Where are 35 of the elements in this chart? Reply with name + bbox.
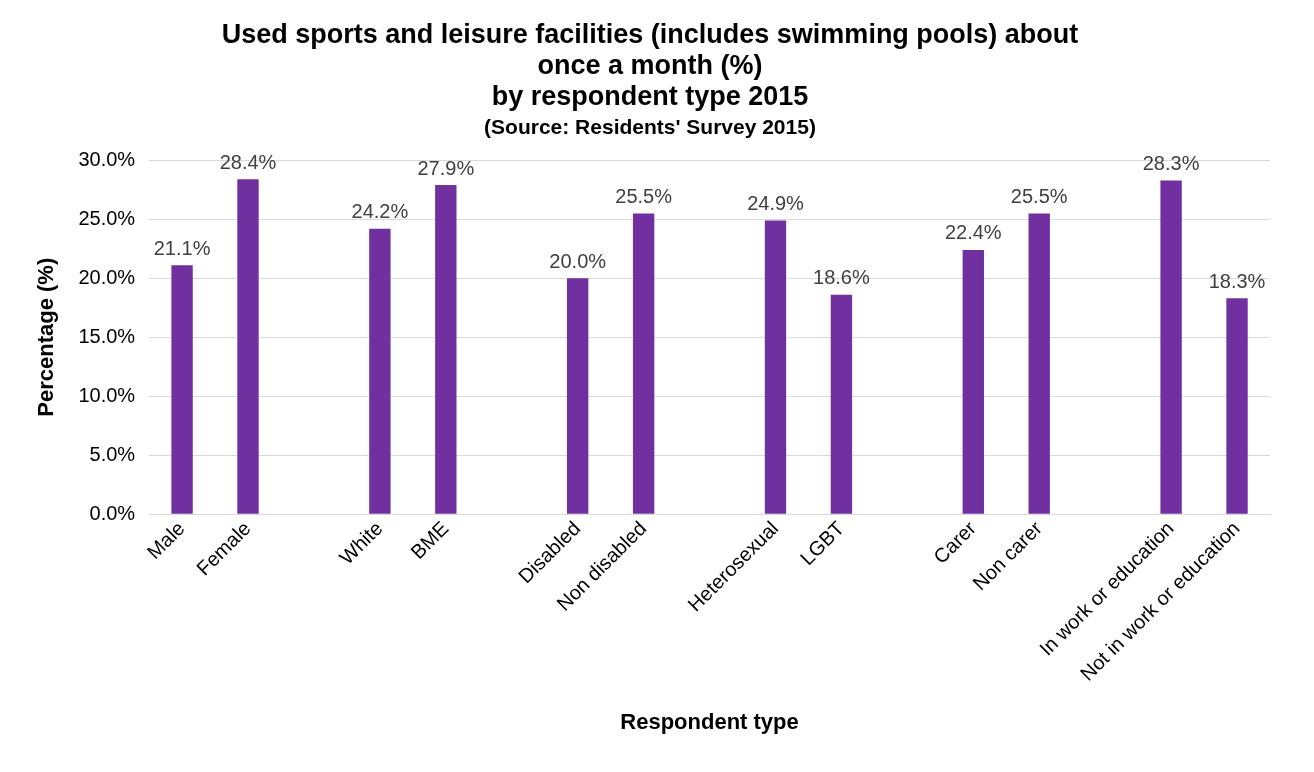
- x-axis-title: Respondent type: [620, 708, 799, 734]
- data-label: 22.4%: [944, 221, 1002, 244]
- y-tick-label: 5.0%: [89, 442, 136, 465]
- chart-title: Used sports and leisure facilities (includes swimming pools) about once a month (%) by respondent type 2015: [221, 18, 1079, 112]
- y-tick-label: 0.0%: [89, 501, 136, 524]
- bar: [435, 185, 457, 514]
- data-label: 24.9%: [747, 192, 805, 215]
- data-label: 25.5%: [1010, 184, 1068, 207]
- y-tick-label: 10.0%: [78, 383, 136, 406]
- y-tick-label: 25.0%: [78, 206, 136, 229]
- data-label: 28.4%: [219, 150, 277, 173]
- data-label: 21.1%: [153, 236, 211, 259]
- bar: [764, 220, 787, 514]
- data-label: 18.3%: [1208, 269, 1266, 292]
- bar: [171, 265, 193, 514]
- data-label: 25.5%: [615, 184, 673, 207]
- bar: [567, 278, 589, 514]
- bar: [1028, 213, 1050, 514]
- y-axis-title: Percentage (%): [33, 257, 59, 417]
- y-tick-label: 15.0%: [78, 324, 136, 347]
- bar: [1226, 298, 1248, 514]
- chart-subtitle: (Source: Residents' Survey 2015): [484, 114, 816, 138]
- bar: [237, 179, 259, 514]
- bar: [830, 294, 853, 514]
- bar: [962, 249, 984, 514]
- y-tick-label: 30.0%: [78, 147, 136, 170]
- data-label: 18.6%: [813, 266, 870, 289]
- data-label: 24.2%: [351, 200, 409, 223]
- data-label: 27.9%: [417, 156, 475, 179]
- bar: [632, 213, 655, 514]
- data-label: 20.0%: [549, 249, 607, 272]
- y-tick-label: 20.0%: [78, 265, 136, 288]
- bar: [1160, 180, 1182, 514]
- bar: [369, 228, 391, 514]
- data-label: 28.3%: [1142, 151, 1200, 174]
